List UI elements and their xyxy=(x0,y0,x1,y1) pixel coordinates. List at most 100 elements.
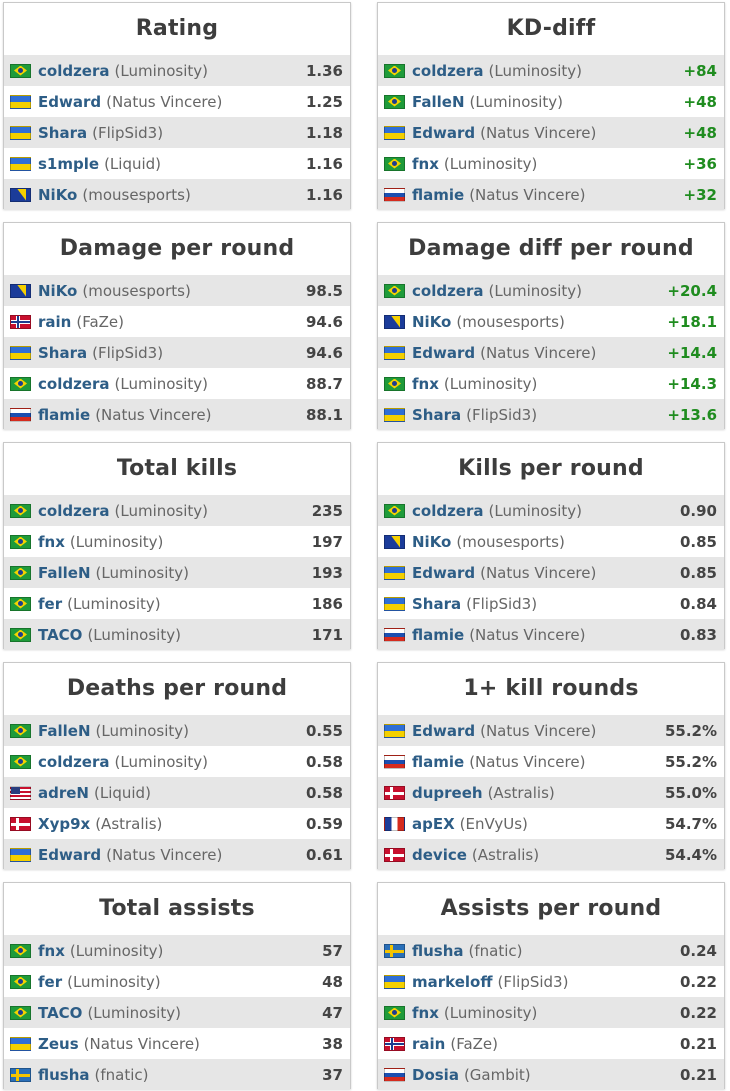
player-link[interactable]: flamie xyxy=(412,185,465,204)
player-link[interactable]: coldzera xyxy=(412,61,484,80)
country-flag-icon xyxy=(384,627,405,642)
stat-value: 0.58 xyxy=(305,752,343,771)
leaderboard-row: fnx (Luminosity) 197 xyxy=(4,526,350,557)
team-name: (fnatic) xyxy=(94,1065,149,1084)
country-flag-icon xyxy=(10,974,31,989)
player-link[interactable]: Edward xyxy=(38,845,102,864)
leaderboard-row: flamie (Natus Vincere) 88.1 xyxy=(4,399,350,430)
team-name: (Natus Vincere) xyxy=(95,405,212,424)
player-link[interactable]: Edward xyxy=(412,721,476,740)
player-link[interactable]: coldzera xyxy=(38,501,110,520)
player-link[interactable]: fnx xyxy=(412,154,439,173)
team-name: (FlipSid3) xyxy=(92,123,164,142)
team-name: (Natus Vincere) xyxy=(480,563,597,582)
team-name: (Luminosity) xyxy=(469,92,564,111)
stat-value: 0.85 xyxy=(679,563,717,582)
player-link[interactable]: coldzera xyxy=(412,281,484,300)
country-flag-icon xyxy=(384,723,405,738)
player-link[interactable]: Shara xyxy=(38,343,88,362)
team-name: (Astralis) xyxy=(487,783,555,802)
player-link[interactable]: Xyp9x xyxy=(38,814,91,833)
player-link[interactable]: coldzera xyxy=(38,374,110,393)
player-link[interactable]: flamie xyxy=(412,625,465,644)
country-flag-icon xyxy=(384,943,405,958)
player-link[interactable]: fnx xyxy=(38,532,65,551)
country-flag-icon xyxy=(10,283,31,298)
team-name: (Luminosity) xyxy=(95,721,190,740)
player-link[interactable]: flamie xyxy=(412,752,465,771)
country-flag-icon xyxy=(384,125,405,140)
stat-value: 54.4% xyxy=(664,845,717,864)
player-link[interactable]: Shara xyxy=(412,405,462,424)
stat-value: 0.21 xyxy=(679,1034,717,1053)
player-link[interactable]: NiKo xyxy=(412,532,452,551)
player-link[interactable]: Shara xyxy=(412,594,462,613)
stat-value: 171 xyxy=(311,625,343,644)
player-link[interactable]: coldzera xyxy=(412,501,484,520)
player-link[interactable]: NiKo xyxy=(38,281,78,300)
player-link[interactable]: flusha xyxy=(412,941,464,960)
player-link[interactable]: rain xyxy=(38,312,72,331)
leaderboard-row: NiKo (mousesports) 1.16 xyxy=(4,179,350,210)
player-link[interactable]: fnx xyxy=(38,941,65,960)
panel-title: Kills per round xyxy=(458,456,644,481)
leaderboard-row: coldzera (Luminosity) 0.58 xyxy=(4,746,350,777)
team-name: (mousesports) xyxy=(456,532,565,551)
country-flag-icon xyxy=(10,1036,31,1051)
player-link[interactable]: fnx xyxy=(412,1003,439,1022)
player-link[interactable]: FalleN xyxy=(412,92,465,111)
player-link[interactable]: NiKo xyxy=(38,185,78,204)
country-flag-icon xyxy=(384,1036,405,1051)
player-link[interactable]: fer xyxy=(38,972,63,991)
leaderboard-row: NiKo (mousesports) +18.1 xyxy=(378,306,724,337)
player-link[interactable]: flamie xyxy=(38,405,91,424)
team-name: (EnVyUs) xyxy=(459,814,528,833)
player-link[interactable]: fer xyxy=(38,594,63,613)
stat-value: 94.6 xyxy=(305,312,343,331)
stat-value: +20.4 xyxy=(667,281,717,300)
player-link[interactable]: markeloff xyxy=(412,972,493,991)
player-link[interactable]: NiKo xyxy=(412,312,452,331)
player-link[interactable]: apEX xyxy=(412,814,455,833)
player-link[interactable]: FalleN xyxy=(38,721,91,740)
stat-value: 0.24 xyxy=(679,941,717,960)
player-link[interactable]: Edward xyxy=(412,563,476,582)
player-link[interactable]: dupreeh xyxy=(412,783,483,802)
team-name: (FlipSid3) xyxy=(497,972,569,991)
leaderboard-row: flamie (Natus Vincere) 55.2% xyxy=(378,746,724,777)
leaderboard-row: Dosia (Gambit) 0.21 xyxy=(378,1059,724,1090)
player-link[interactable]: Dosia xyxy=(412,1065,459,1084)
player-link[interactable]: TACO xyxy=(38,1003,83,1022)
stat-panel-damage-diff-per-round: Damage diff per round coldzera (Luminosity… xyxy=(377,222,725,430)
country-flag-icon xyxy=(384,407,405,422)
team-name: (Astralis) xyxy=(95,814,163,833)
player-link[interactable]: Edward xyxy=(412,343,476,362)
panel-title: Deaths per round xyxy=(66,676,288,701)
player-link[interactable]: device xyxy=(412,845,467,864)
player-link[interactable]: TACO xyxy=(38,625,83,644)
country-flag-icon xyxy=(384,345,405,360)
player-link[interactable]: flusha xyxy=(38,1065,90,1084)
player-link[interactable]: fnx xyxy=(412,374,439,393)
country-flag-icon xyxy=(384,816,405,831)
leaderboard-row: FalleN (Luminosity) +48 xyxy=(378,86,724,117)
player-link[interactable]: s1mple xyxy=(38,154,100,173)
country-flag-icon xyxy=(384,596,405,611)
player-link[interactable]: adreN xyxy=(38,783,89,802)
player-link[interactable]: Zeus xyxy=(38,1034,79,1053)
country-flag-icon xyxy=(10,94,31,109)
player-link[interactable]: Edward xyxy=(38,92,102,111)
player-link[interactable]: Edward xyxy=(412,123,476,142)
player-link[interactable]: Shara xyxy=(38,123,88,142)
player-link[interactable]: coldzera xyxy=(38,61,110,80)
leaderboard-row: fnx (Luminosity) 57 xyxy=(4,935,350,966)
leaderboard-row: dupreeh (Astralis) 55.0% xyxy=(378,777,724,808)
stat-value: 1.16 xyxy=(305,154,343,173)
country-flag-icon xyxy=(384,847,405,862)
player-link[interactable]: rain xyxy=(412,1034,446,1053)
country-flag-icon xyxy=(10,534,31,549)
leaderboard-row: coldzera (Luminosity) +84 xyxy=(378,55,724,86)
player-link[interactable]: coldzera xyxy=(38,752,110,771)
country-flag-icon xyxy=(10,816,31,831)
player-link[interactable]: FalleN xyxy=(38,563,91,582)
